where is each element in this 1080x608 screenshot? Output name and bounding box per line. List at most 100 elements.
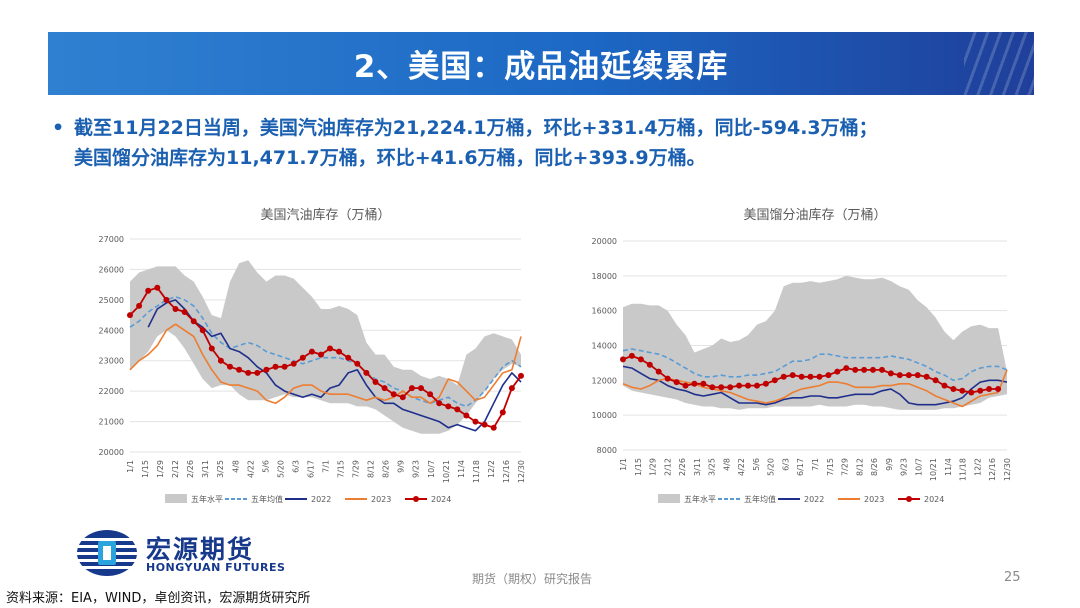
chart-2-x-tick-label: 6/3	[781, 458, 790, 471]
chart-2-x-tick-label: 12/2	[973, 458, 982, 476]
chart-1-2024-point	[499, 409, 506, 416]
chart-2-x-tick-label: 3/11	[693, 458, 702, 476]
chart-2-x-tick-label: 2/26	[678, 458, 687, 476]
chart-1-y-tick-label: 26000	[99, 265, 124, 274]
chart-1-y-tick-label: 23000	[99, 357, 124, 366]
chart-1-title: 美国汽油库存（万桶）	[260, 207, 390, 223]
chart-2-2024-point	[789, 372, 796, 379]
chart-1-2024-point	[436, 400, 443, 407]
chart-2-y-tick-label: 8000	[597, 446, 617, 455]
chart-1-2024-point	[518, 372, 524, 379]
chart-2-2024-point	[745, 382, 751, 389]
chart-2-2024-point	[700, 380, 707, 387]
chart-1-2024-point	[418, 385, 424, 392]
chart-2-2024-point	[843, 365, 850, 372]
chart-2-legend-label: 2024	[924, 495, 944, 504]
chart-1-legend-label: 五年均值	[251, 494, 283, 504]
chart-1-x-tick-label: 7/15	[337, 460, 346, 478]
chart-1-2022-line	[147, 299, 522, 432]
chart-2-y-tick-label: 14000	[592, 342, 617, 351]
chart-2-2024-point	[870, 366, 876, 373]
chart-1-2024-point	[463, 412, 470, 419]
chart-1-y-tick-label: 21000	[99, 418, 124, 427]
chart-1-2024-point	[136, 302, 143, 309]
chart-2-2024-point	[709, 384, 716, 391]
chart-2-2024-point	[673, 379, 680, 386]
chart-1-x-tick-label: 2/12	[171, 460, 180, 478]
chart-2-x-tick-label: 8/12	[855, 458, 864, 476]
bullet-line-gasoline: 截至11月22日当周，美国汽油库存为21,224.1万桶，环比+331.4万桶，…	[74, 117, 878, 139]
chart-1-x-tick-label: 12/16	[502, 460, 511, 483]
chart-2-2024-point	[852, 366, 859, 373]
chart-1-2024-point	[163, 296, 170, 303]
chart-2-2024-point	[986, 386, 993, 392]
chart-1-x-tick-label: 6/3	[291, 460, 300, 473]
chart-2-2024-point	[727, 384, 734, 391]
chart-1-2024-point	[263, 366, 270, 373]
chart-2-x-tick-label: 12/30	[1003, 458, 1012, 481]
chart-2-x-tick-label: 1/29	[649, 458, 658, 476]
chart-2-y-tick-label: 18000	[592, 272, 617, 281]
chart-2-y-tick-label: 10000	[592, 411, 617, 420]
chart-2-x-tick-label: 7/15	[826, 458, 835, 476]
chart-2-y-tick-label: 16000	[592, 307, 617, 316]
chart-2-x-tick-label: 7/1	[811, 458, 820, 471]
report-type-footer: 期货（期权）研究报告	[472, 572, 593, 586]
chart-1-2024-point	[381, 385, 388, 392]
chart-2-x-tick-label: 5/6	[752, 458, 761, 471]
chart-1-2024-point	[199, 327, 206, 334]
chart-2-2024-point	[905, 372, 912, 379]
chart-1-x-tick-label: 11/4	[457, 460, 466, 478]
chart-2-x-tick-label: 4/22	[737, 458, 746, 476]
chart-2-2024-point	[807, 373, 814, 380]
chart-1-x-tick-label: 8/12	[367, 460, 376, 478]
chart-1-2024-point	[154, 284, 161, 291]
chart-2-2024-point	[637, 356, 644, 363]
chart-1-x-tick-label: 3/11	[201, 460, 210, 478]
chart-2-2024-point	[628, 352, 635, 359]
chart-2-2024-point	[887, 370, 894, 377]
chart-1-x-tick-label: 10/21	[442, 460, 451, 483]
chart-2-2024-point	[754, 382, 760, 389]
chart-1-2024-point	[336, 348, 343, 355]
chart-1-x-tick-label: 7/1	[322, 460, 331, 473]
chart-1-x-tick-label: 7/29	[352, 460, 361, 478]
chart-1-legend-label: 2024	[431, 495, 451, 504]
chart-1-y-tick-label: 24000	[99, 326, 124, 335]
chart-1-2024-point	[408, 385, 415, 392]
chart-2-2022-line	[622, 365, 1008, 406]
chart-1-2024-point	[454, 406, 461, 413]
chart-2-y-tick-label: 20000	[592, 237, 617, 246]
chart-2-2024-point	[718, 384, 725, 391]
chart-2-legend-dot	[906, 496, 912, 502]
chart-1-2024-point	[481, 421, 488, 428]
chart-1-2024-point	[145, 287, 152, 294]
chart-1-2024-point	[427, 391, 434, 398]
chart-1-x-tick-label: 12/30	[517, 460, 526, 483]
chart-1-2024-point	[354, 360, 361, 367]
chart-2-svg: 美国馏分油库存（万桶） 8000 10000 12000 14000 16000 18000…	[592, 207, 1012, 504]
chart-1-2024-point	[290, 360, 297, 367]
chart-2-2024-point	[771, 377, 778, 384]
chart-2-2024-point	[655, 368, 662, 375]
chart-2-2024-point	[691, 380, 698, 387]
chart-2-2024-point	[914, 372, 921, 379]
bullet-line-distillate: 美国馏分油库存为11,471.7万桶，环比+41.6万桶，同比+393.9万桶。	[74, 147, 706, 169]
chart-1-2024-point	[308, 348, 315, 355]
chart-2-2024-point	[977, 387, 984, 394]
chart-2-legend-band-swatch	[658, 494, 680, 503]
chart-1-2024-point	[399, 394, 406, 401]
chart-2-2024-point	[825, 372, 832, 379]
chart-1-2024-point	[127, 312, 133, 319]
chart-1-2024-point	[217, 357, 224, 364]
chart-1-2024-point	[245, 369, 252, 376]
chart-1-x-tick-label: 5/20	[276, 460, 285, 478]
chart-2-legend-label: 五年均值	[744, 494, 776, 504]
chart-1-2024-point	[327, 345, 333, 352]
logo-text-cn: 宏源期货	[146, 535, 255, 564]
chart-2-x-tick-label: 8/26	[870, 458, 879, 476]
slide-title-bar: 2、美国：成品油延续累库	[48, 32, 1034, 95]
chart-1-legend-label: 2023	[371, 495, 391, 504]
chart-2-2024-point	[798, 373, 805, 380]
chart-2-x-tick-label: 1/15	[634, 458, 643, 476]
